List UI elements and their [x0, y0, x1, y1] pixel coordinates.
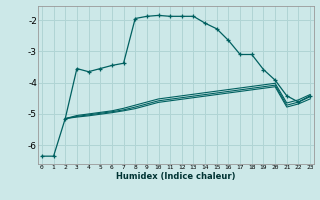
X-axis label: Humidex (Indice chaleur): Humidex (Indice chaleur)	[116, 172, 236, 181]
